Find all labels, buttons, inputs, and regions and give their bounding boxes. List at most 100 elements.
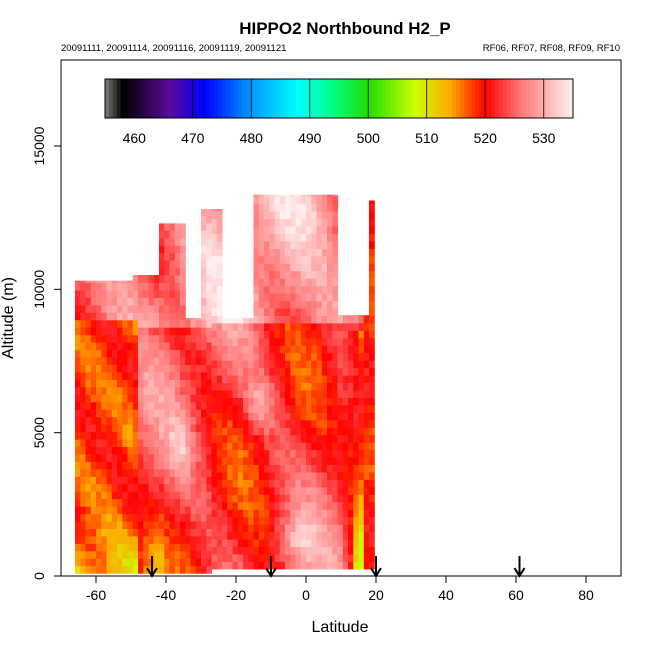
heatmap-cell — [143, 342, 150, 351]
heatmap-cell — [311, 471, 318, 480]
heatmap-cell — [122, 528, 129, 537]
heatmap-cell — [117, 513, 123, 522]
heatmap-cell — [269, 442, 276, 451]
heatmap-cell — [327, 218, 333, 227]
heatmap-cell — [348, 315, 354, 316]
heatmap-cell — [185, 401, 192, 410]
heatmap-cell — [206, 431, 213, 440]
heatmap-cell — [80, 364, 87, 373]
heatmap-cell — [253, 345, 260, 354]
heatmap-cell — [243, 337, 249, 346]
heatmap-cell — [90, 446, 97, 455]
heatmap-cell — [138, 394, 144, 403]
heatmap-cell — [285, 442, 291, 451]
heatmap-cell — [337, 546, 344, 555]
heatmap-cell — [316, 434, 323, 443]
heatmap-cell — [80, 280, 87, 283]
heatmap-cell — [253, 367, 260, 376]
heatmap-cell — [369, 226, 375, 234]
heatmap-cell — [348, 561, 354, 570]
heatmap-cell — [295, 427, 302, 436]
y-tick-label: 15000 — [31, 126, 47, 165]
heatmap-cell — [285, 449, 291, 458]
heatmap-cell — [122, 535, 129, 544]
heatmap-cell — [174, 424, 181, 433]
heatmap-cell — [132, 513, 139, 522]
heatmap-cell — [237, 318, 244, 324]
heatmap-cell — [258, 434, 265, 443]
heatmap-cell — [90, 483, 97, 492]
heatmap-cell — [232, 397, 239, 406]
heatmap-cell — [232, 419, 239, 428]
heatmap-cell — [264, 553, 270, 562]
heatmap-cell — [222, 434, 228, 443]
heatmap-cell — [148, 394, 155, 403]
heatmap-cell — [274, 293, 281, 302]
heatmap-cell — [253, 531, 260, 540]
heatmap-cell — [264, 509, 270, 518]
heatmap-cell — [143, 468, 150, 477]
heatmap-cell — [285, 285, 291, 294]
heatmap-cell — [363, 516, 370, 525]
heatmap-cell — [201, 439, 207, 447]
colorbar-swatch — [397, 79, 402, 118]
heatmap-cell — [295, 434, 302, 443]
heatmap-cell — [227, 516, 234, 525]
heatmap-cell — [253, 509, 260, 518]
heatmap-cell — [337, 524, 344, 533]
heatmap-cell — [138, 349, 144, 358]
heatmap-cell — [96, 379, 102, 388]
heatmap-cell — [332, 471, 339, 480]
heatmap-cell — [96, 282, 102, 291]
heatmap-cell — [106, 394, 113, 403]
heatmap-cell — [206, 297, 213, 306]
heatmap-cell — [201, 252, 207, 261]
heatmap-cell — [285, 345, 291, 354]
heatmap-cell — [132, 409, 139, 418]
heatmap-cell — [274, 434, 281, 443]
heatmap-cell — [290, 194, 297, 197]
heatmap-cell — [348, 434, 354, 443]
heatmap-cell — [290, 367, 297, 376]
colorbar-swatch — [545, 79, 550, 118]
heatmap-cell — [211, 449, 218, 458]
colorbar-swatch — [261, 79, 266, 118]
heatmap-cell — [216, 315, 223, 324]
heatmap-cell — [269, 337, 276, 346]
heatmap-cell — [180, 431, 186, 440]
heatmap-cell — [80, 297, 87, 306]
heatmap-cell — [117, 334, 123, 343]
heatmap-cell — [174, 476, 181, 485]
heatmap-cell — [148, 535, 155, 544]
heatmap-cell — [148, 379, 155, 388]
colorbar-swatch — [237, 79, 242, 118]
heatmap-cell — [85, 289, 92, 298]
heatmap-cell — [122, 446, 129, 455]
heatmap-cell — [311, 240, 318, 249]
heatmap-cell — [311, 263, 318, 272]
colorbar-swatch — [444, 79, 449, 118]
heatmap-cell — [358, 486, 365, 495]
heatmap-cell — [311, 501, 318, 510]
heatmap-cell — [269, 486, 276, 495]
heatmap-cell — [227, 479, 234, 488]
heatmap-cell — [90, 349, 97, 358]
heatmap-cell — [206, 513, 213, 522]
heatmap-cell — [342, 360, 349, 369]
heatmap-cell — [248, 464, 255, 473]
heatmap-cell — [153, 558, 160, 567]
heatmap-cell — [211, 263, 218, 272]
heatmap-cell — [232, 442, 239, 451]
heatmap-cell — [332, 263, 339, 272]
heatmap-cell — [143, 558, 150, 567]
heatmap-cell — [232, 367, 239, 376]
heatmap-cell — [117, 386, 123, 395]
colorbar-swatch — [229, 79, 235, 118]
heatmap-cell — [306, 360, 312, 369]
heatmap-cell — [321, 561, 328, 570]
heatmap-cell — [190, 528, 197, 537]
heatmap-cell — [85, 535, 92, 544]
heatmap-cell — [285, 539, 291, 547]
heatmap-cell — [327, 501, 333, 510]
heatmap-cell — [316, 226, 323, 234]
